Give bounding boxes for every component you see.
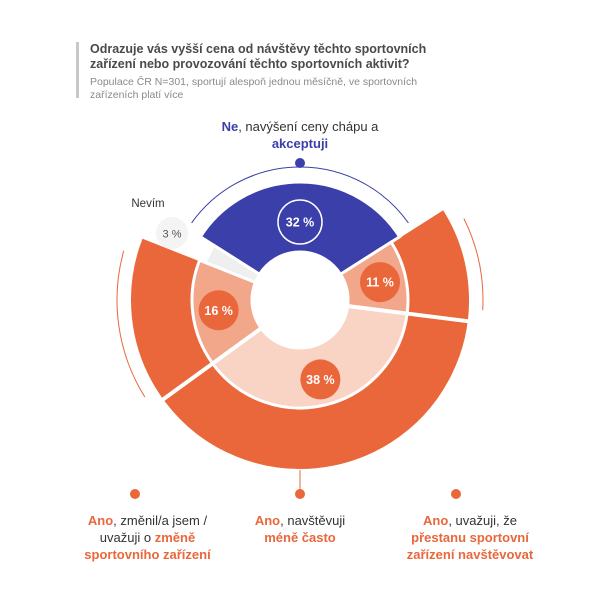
caption-stop-part1: Ano <box>423 513 449 528</box>
caption-no-part1: Ne <box>221 119 239 134</box>
slice-no <box>198 180 402 277</box>
label-less: 38 % <box>306 373 335 387</box>
badge-less <box>300 359 341 400</box>
badge-dont-know <box>156 217 188 249</box>
caption-less-part2: , navštěvuji <box>280 513 346 528</box>
badge-stop <box>360 262 401 303</box>
chart-title: Odrazuje vás vyšší cena od návštěvy těch… <box>90 42 427 71</box>
guide-arc-change <box>116 250 146 398</box>
caption-no-part2: , navýšení ceny chápu a <box>238 119 379 134</box>
label-no: 32 % <box>286 216 315 230</box>
dot-stop <box>451 489 461 499</box>
caption-less-part3: méně často <box>264 530 336 545</box>
slice-separator-2 <box>161 326 263 402</box>
slice-separator-1 <box>347 304 469 324</box>
caption-stop-part2: , uvažuji, že <box>448 513 517 528</box>
caption-change-part1: Ano <box>87 513 114 528</box>
slice-dont-know <box>203 243 262 285</box>
chart-header: Odrazuje vás vyšší cena od návštěvy těch… <box>76 42 456 102</box>
caption-no: Ne, navýšení ceny chápu a akceptuji <box>215 118 385 152</box>
guide-arc-stop <box>463 218 484 311</box>
caption-less: Ano, navštěvuji méně často <box>245 512 355 546</box>
badge-ring-no <box>277 199 323 245</box>
caption-dont-know: Nevím <box>131 198 165 210</box>
chart-subtitle: Populace ČR N=301, sportují alespoň jedn… <box>90 76 418 101</box>
header-accent-bar <box>76 42 79 98</box>
label-dont-know: 3 % <box>163 229 182 241</box>
dot-no <box>295 158 305 168</box>
caption-stop: Ano, uvažuji, že přestanu sportovní zaří… <box>395 512 545 563</box>
dot-less <box>295 489 305 499</box>
caption-change: Ano, změnil/a jsem / uvažuji o změně spo… <box>70 512 225 563</box>
caption-no-part3: akceptuji <box>271 136 329 151</box>
badge-change <box>198 290 239 331</box>
caption-stop-part3: přestanu sportovní zařízení navštěvovat <box>406 530 534 562</box>
dot-change <box>130 489 140 499</box>
caption-change-part3: změně sportovního zařízení <box>84 530 211 562</box>
caption-change-part2: , změnil/a jsem / uvažuji o <box>99 513 208 545</box>
caption-less-part1: Ano <box>254 513 281 528</box>
slice-less <box>210 304 409 410</box>
label-change: 16 % <box>204 304 233 318</box>
label-stop: 11 % <box>366 276 394 290</box>
